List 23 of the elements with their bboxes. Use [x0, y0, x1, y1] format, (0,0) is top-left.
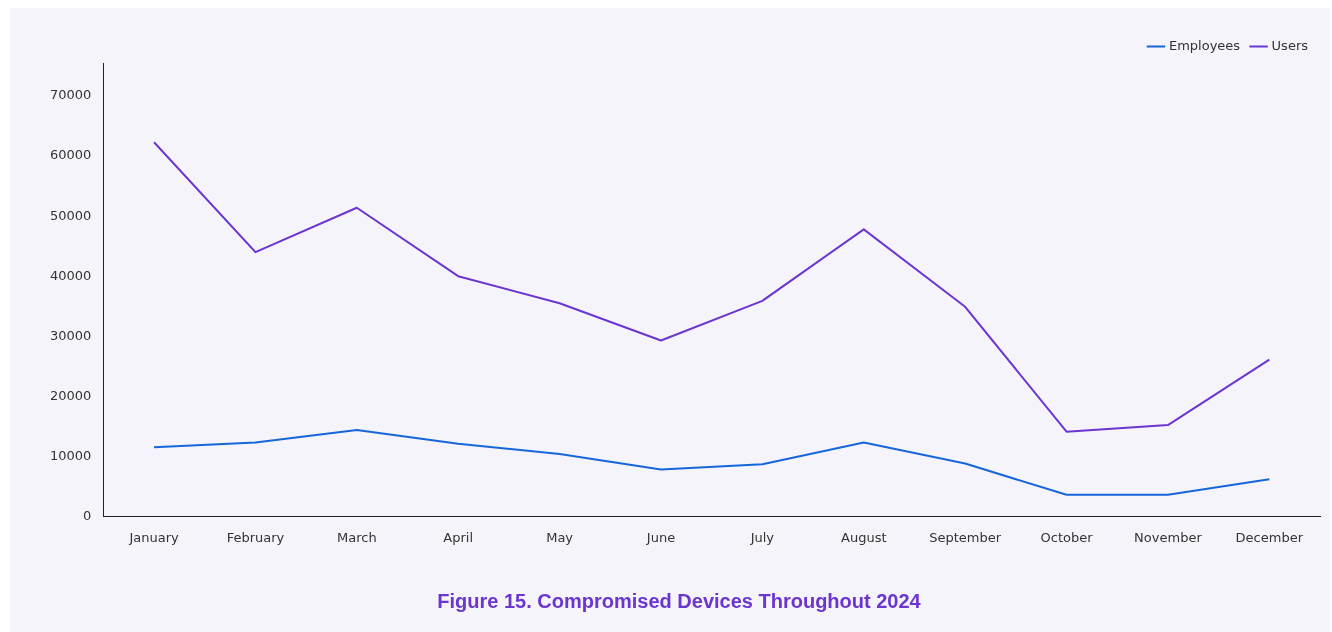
y-tick-label: 10000	[50, 447, 92, 463]
y-tick-label: 70000	[50, 87, 92, 103]
x-tick-label: November	[1134, 529, 1203, 545]
x-tick-label: January	[128, 529, 179, 545]
text: Figure 15. Compromised Devices Throughout 2024	[437, 589, 922, 612]
legend-label: Employees	[1168, 37, 1241, 53]
x-tick-label: October	[1040, 529, 1094, 545]
y-tick-label: 40000	[50, 267, 92, 283]
x-tick-label: September	[929, 529, 1002, 545]
x-tick-label: December	[1235, 529, 1304, 545]
legend-label: Users	[1271, 37, 1309, 53]
y-tick-label: 30000	[50, 327, 92, 343]
y-tick-label: 60000	[50, 147, 92, 163]
x-tick-label: April	[443, 529, 474, 545]
x-tick-label: March	[337, 529, 377, 545]
y-tick-label: 20000	[50, 387, 92, 403]
x-tick-label: May	[546, 529, 574, 545]
x-tick-label: July	[749, 529, 775, 545]
x-tick-label: August	[841, 529, 887, 545]
x-tick-label: June	[645, 529, 676, 545]
y-tick-label: 0	[83, 507, 92, 523]
x-tick-label: February	[226, 529, 285, 545]
y-tick-label: 50000	[50, 207, 92, 223]
